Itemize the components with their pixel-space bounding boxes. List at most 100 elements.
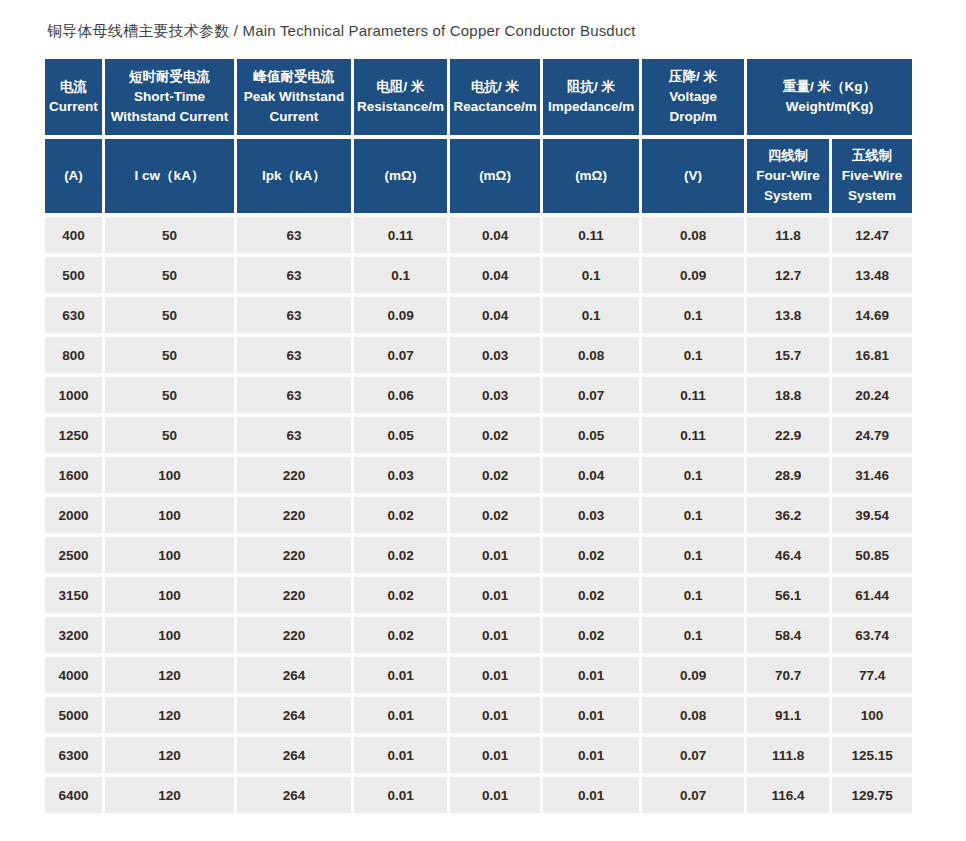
table-row: 63050630.090.040.10.113.814.69 [45, 297, 912, 333]
col-header-voltage-drop: 压降/ 米 Voltage Drop/m [642, 59, 744, 135]
cell-weight-five-wire: 100 [832, 697, 912, 733]
cell-reactance-mohm: 0.04 [450, 217, 540, 253]
cell-reactance-mohm: 0.02 [450, 457, 540, 493]
header-row-primary: 电流 Current 短时耐受电流 Short-Time Withstand C… [45, 59, 912, 135]
cell-ipk-ka: 264 [237, 697, 351, 733]
cell-voltage-drop-v: 0.09 [642, 257, 744, 293]
cell-impedance-mohm: 0.01 [543, 657, 639, 693]
cell-resistance-mohm: 0.1 [354, 257, 447, 293]
cell-ipk-ka: 63 [237, 417, 351, 453]
cell-voltage-drop-v: 0.1 [642, 497, 744, 533]
cell-ipk-ka: 63 [237, 377, 351, 413]
cell-current-a: 2000 [45, 497, 102, 533]
table-row: 125050630.050.020.050.1122.924.79 [45, 417, 912, 453]
cell-current-a: 500 [45, 257, 102, 293]
col-header-weight: 重量/ 米（Kg） Weight/m(Kg) [747, 59, 912, 135]
cell-ipk-ka: 63 [237, 337, 351, 373]
cell-current-a: 2500 [45, 537, 102, 573]
unit-header-four-wire-system: 四线制 Four-Wire System [747, 139, 829, 213]
table-row: 31501002200.020.010.020.156.161.44 [45, 577, 912, 613]
cell-reactance-mohm: 0.04 [450, 257, 540, 293]
cell-reactance-mohm: 0.03 [450, 337, 540, 373]
cell-impedance-mohm: 0.1 [543, 297, 639, 333]
cell-voltage-drop-v: 0.11 [642, 417, 744, 453]
cell-impedance-mohm: 0.04 [543, 457, 639, 493]
cell-impedance-mohm: 0.11 [543, 217, 639, 253]
unit-header-amps: (A) [45, 139, 102, 213]
cell-resistance-mohm: 0.06 [354, 377, 447, 413]
cell-ipk-ka: 220 [237, 537, 351, 573]
cell-weight-four-wire: 11.8 [747, 217, 829, 253]
unit-header-reactance-mohm: (mΩ) [450, 139, 540, 213]
cell-impedance-mohm: 0.02 [543, 537, 639, 573]
cell-ipk-ka: 63 [237, 297, 351, 333]
cell-resistance-mohm: 0.02 [354, 497, 447, 533]
cell-reactance-mohm: 0.01 [450, 737, 540, 773]
unit-header-five-wire-system: 五线制 Five-Wire System [832, 139, 912, 213]
table-row: 40050630.110.040.110.0811.812.47 [45, 217, 912, 253]
cell-ipk-ka: 264 [237, 777, 351, 813]
cell-weight-four-wire: 56.1 [747, 577, 829, 613]
cell-impedance-mohm: 0.01 [543, 737, 639, 773]
cell-reactance-mohm: 0.02 [450, 417, 540, 453]
cell-voltage-drop-v: 0.1 [642, 537, 744, 573]
cell-voltage-drop-v: 0.1 [642, 617, 744, 653]
cell-icw-ka: 100 [105, 457, 234, 493]
cell-icw-ka: 120 [105, 737, 234, 773]
cell-weight-five-wire: 12.47 [832, 217, 912, 253]
cell-reactance-mohm: 0.03 [450, 377, 540, 413]
col-header-short-time-withstand: 短时耐受电流 Short-Time Withstand Current [105, 59, 234, 135]
cell-resistance-mohm: 0.01 [354, 657, 447, 693]
cell-weight-five-wire: 63.74 [832, 617, 912, 653]
busduct-spec-table: 电流 Current 短时耐受电流 Short-Time Withstand C… [42, 55, 915, 817]
table-row: 20001002200.020.020.030.136.239.54 [45, 497, 912, 533]
cell-resistance-mohm: 0.03 [354, 457, 447, 493]
cell-reactance-mohm: 0.01 [450, 537, 540, 573]
cell-reactance-mohm: 0.04 [450, 297, 540, 333]
cell-icw-ka: 50 [105, 417, 234, 453]
cell-current-a: 6400 [45, 777, 102, 813]
cell-weight-five-wire: 31.46 [832, 457, 912, 493]
col-header-resistance: 电阻/ 米 Resistance/m [354, 59, 447, 135]
cell-weight-five-wire: 16.81 [832, 337, 912, 373]
cell-resistance-mohm: 0.02 [354, 537, 447, 573]
cell-weight-four-wire: 116.4 [747, 777, 829, 813]
cell-current-a: 3150 [45, 577, 102, 613]
col-header-current: 电流 Current [45, 59, 102, 135]
cell-current-a: 1600 [45, 457, 102, 493]
cell-weight-four-wire: 36.2 [747, 497, 829, 533]
cell-icw-ka: 100 [105, 497, 234, 533]
col-header-peak-withstand: 峰值耐受电流 Peak Withstand Current [237, 59, 351, 135]
cell-ipk-ka: 220 [237, 457, 351, 493]
cell-weight-four-wire: 46.4 [747, 537, 829, 573]
cell-ipk-ka: 264 [237, 657, 351, 693]
cell-weight-five-wire: 13.48 [832, 257, 912, 293]
page-title: 铜导体母线槽主要技术参数 / Main Technical Parameters… [47, 22, 966, 41]
cell-impedance-mohm: 0.05 [543, 417, 639, 453]
cell-current-a: 630 [45, 297, 102, 333]
cell-ipk-ka: 220 [237, 577, 351, 613]
cell-weight-four-wire: 12.7 [747, 257, 829, 293]
cell-ipk-ka: 220 [237, 617, 351, 653]
table-row: 50050630.10.040.10.0912.713.48 [45, 257, 912, 293]
cell-weight-four-wire: 13.8 [747, 297, 829, 333]
cell-impedance-mohm: 0.02 [543, 577, 639, 613]
cell-reactance-mohm: 0.01 [450, 617, 540, 653]
table-row: 25001002200.020.010.020.146.450.85 [45, 537, 912, 573]
cell-resistance-mohm: 0.05 [354, 417, 447, 453]
cell-weight-five-wire: 61.44 [832, 577, 912, 613]
cell-weight-five-wire: 77.4 [832, 657, 912, 693]
cell-reactance-mohm: 0.01 [450, 657, 540, 693]
cell-current-a: 1250 [45, 417, 102, 453]
cell-weight-four-wire: 91.1 [747, 697, 829, 733]
col-header-reactance: 电抗/ 米 Reactance/m [450, 59, 540, 135]
cell-icw-ka: 120 [105, 697, 234, 733]
table-header: 电流 Current 短时耐受电流 Short-Time Withstand C… [45, 59, 912, 213]
unit-header-impedance-mohm: (mΩ) [543, 139, 639, 213]
cell-weight-five-wire: 14.69 [832, 297, 912, 333]
cell-weight-four-wire: 111.8 [747, 737, 829, 773]
header-row-units: (A) I cw（kA） Ipk（kA） (mΩ) (mΩ) (mΩ) (V) … [45, 139, 912, 213]
cell-current-a: 6300 [45, 737, 102, 773]
cell-impedance-mohm: 0.08 [543, 337, 639, 373]
cell-resistance-mohm: 0.01 [354, 737, 447, 773]
